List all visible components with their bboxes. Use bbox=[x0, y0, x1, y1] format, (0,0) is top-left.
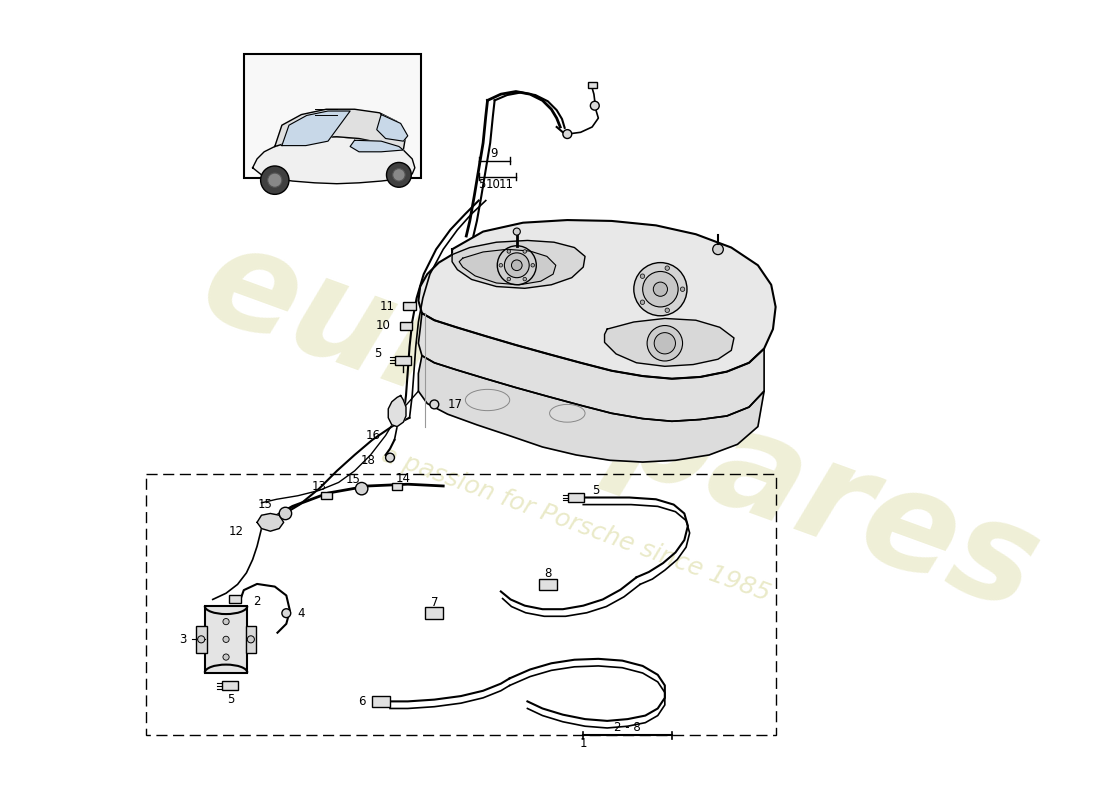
Circle shape bbox=[279, 507, 292, 520]
Bar bbox=[392, 483, 403, 490]
Circle shape bbox=[563, 130, 572, 138]
Circle shape bbox=[654, 333, 675, 354]
Text: 3: 3 bbox=[179, 633, 186, 646]
Bar bbox=[372, 696, 390, 707]
Text: 18: 18 bbox=[361, 454, 376, 466]
Text: 7: 7 bbox=[430, 596, 438, 609]
Text: eurospares: eurospares bbox=[185, 213, 1056, 640]
Polygon shape bbox=[418, 356, 764, 462]
Text: 11: 11 bbox=[379, 299, 395, 313]
Circle shape bbox=[666, 266, 670, 270]
Circle shape bbox=[261, 166, 289, 194]
Circle shape bbox=[386, 453, 395, 462]
Polygon shape bbox=[452, 241, 585, 288]
Circle shape bbox=[531, 263, 535, 267]
Circle shape bbox=[430, 400, 439, 409]
Text: 1: 1 bbox=[580, 738, 587, 750]
Polygon shape bbox=[350, 140, 404, 152]
Bar bbox=[229, 595, 241, 603]
Circle shape bbox=[267, 173, 282, 187]
Polygon shape bbox=[459, 250, 556, 285]
Circle shape bbox=[666, 308, 670, 313]
Text: 12: 12 bbox=[229, 525, 244, 538]
Text: 17: 17 bbox=[448, 398, 463, 411]
Text: 2 - 8: 2 - 8 bbox=[614, 722, 641, 734]
Bar bbox=[404, 302, 416, 310]
Circle shape bbox=[680, 287, 685, 291]
Text: 11: 11 bbox=[498, 178, 514, 191]
Bar bbox=[205, 606, 248, 673]
Circle shape bbox=[198, 636, 205, 643]
Bar bbox=[245, 626, 256, 653]
Bar bbox=[399, 322, 412, 330]
Bar bbox=[222, 682, 239, 690]
Polygon shape bbox=[282, 111, 350, 146]
Polygon shape bbox=[257, 514, 284, 531]
Circle shape bbox=[248, 636, 254, 643]
Text: 6: 6 bbox=[359, 695, 366, 708]
Polygon shape bbox=[253, 137, 415, 184]
Polygon shape bbox=[376, 114, 408, 141]
Circle shape bbox=[514, 228, 520, 235]
Bar bbox=[321, 492, 331, 499]
Text: 5: 5 bbox=[374, 347, 382, 361]
Text: 13: 13 bbox=[311, 480, 327, 494]
Polygon shape bbox=[605, 318, 734, 366]
Polygon shape bbox=[275, 110, 406, 150]
Bar bbox=[196, 626, 207, 653]
Bar bbox=[395, 356, 411, 365]
Circle shape bbox=[507, 278, 510, 281]
Circle shape bbox=[640, 274, 645, 278]
Text: 5: 5 bbox=[592, 484, 600, 497]
Circle shape bbox=[512, 260, 522, 270]
Text: 15: 15 bbox=[257, 498, 272, 511]
Text: 2: 2 bbox=[253, 595, 260, 608]
Circle shape bbox=[505, 253, 529, 278]
Polygon shape bbox=[418, 313, 764, 422]
Bar bbox=[146, 474, 776, 735]
Polygon shape bbox=[418, 220, 776, 378]
Bar bbox=[426, 607, 443, 618]
Bar bbox=[569, 493, 584, 502]
Text: 9: 9 bbox=[490, 147, 497, 160]
Text: 10: 10 bbox=[376, 319, 390, 332]
Circle shape bbox=[282, 609, 290, 618]
Circle shape bbox=[355, 482, 367, 495]
Text: 8: 8 bbox=[544, 567, 551, 580]
Text: 4: 4 bbox=[297, 606, 305, 620]
Circle shape bbox=[507, 250, 510, 254]
Bar bbox=[587, 82, 596, 89]
Circle shape bbox=[393, 169, 405, 181]
Text: 10: 10 bbox=[485, 178, 501, 191]
Text: 14: 14 bbox=[396, 471, 410, 485]
Circle shape bbox=[223, 654, 229, 660]
Text: a passion for Porsche since 1985: a passion for Porsche since 1985 bbox=[378, 442, 774, 606]
Circle shape bbox=[640, 300, 645, 305]
Circle shape bbox=[223, 618, 229, 625]
Circle shape bbox=[386, 162, 411, 187]
Circle shape bbox=[497, 246, 537, 285]
Circle shape bbox=[634, 262, 688, 316]
Circle shape bbox=[223, 636, 229, 642]
Circle shape bbox=[653, 282, 668, 296]
Circle shape bbox=[591, 102, 600, 110]
Circle shape bbox=[647, 326, 683, 361]
Circle shape bbox=[522, 278, 527, 281]
Polygon shape bbox=[388, 395, 406, 426]
Text: 15: 15 bbox=[345, 474, 360, 486]
Bar bbox=[539, 578, 557, 590]
Circle shape bbox=[713, 244, 724, 254]
Circle shape bbox=[522, 250, 527, 254]
Circle shape bbox=[499, 263, 503, 267]
Circle shape bbox=[642, 271, 678, 307]
Bar bbox=[244, 54, 421, 178]
Text: 16: 16 bbox=[366, 429, 382, 442]
Text: 5: 5 bbox=[227, 693, 234, 706]
Text: 5: 5 bbox=[477, 178, 485, 191]
